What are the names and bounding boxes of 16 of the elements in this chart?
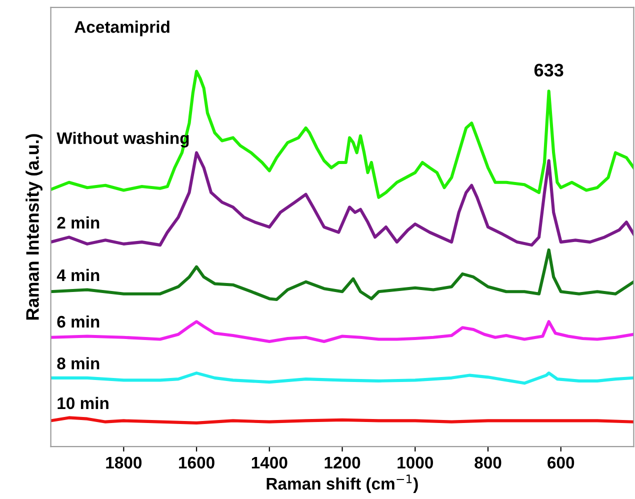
x-tick-label: 1200 (324, 456, 360, 469)
series-label: 8 min (57, 357, 100, 370)
x-tick-label: 1400 (252, 456, 288, 469)
x-tick-label: 1600 (179, 456, 214, 469)
series-label: 6 min (57, 315, 100, 328)
annotation: 633 (534, 64, 564, 77)
x-tick-label: 600 (548, 456, 574, 469)
text: Acetamiprid (74, 20, 170, 36)
series-label: 2 min (57, 216, 100, 228)
series-label: 10 min (58, 396, 108, 410)
x-axis-title: Raman shift (cm$^{−1}$) (266, 474, 418, 493)
x-tick-label: 800 (474, 456, 502, 469)
x-tick-label: 1000 (398, 456, 433, 469)
series-label: 4 min (56, 268, 100, 281)
x-tick-label: 1800 (106, 456, 142, 469)
y-axis-title: Raman Intensity (a.u.) (26, 134, 42, 320)
